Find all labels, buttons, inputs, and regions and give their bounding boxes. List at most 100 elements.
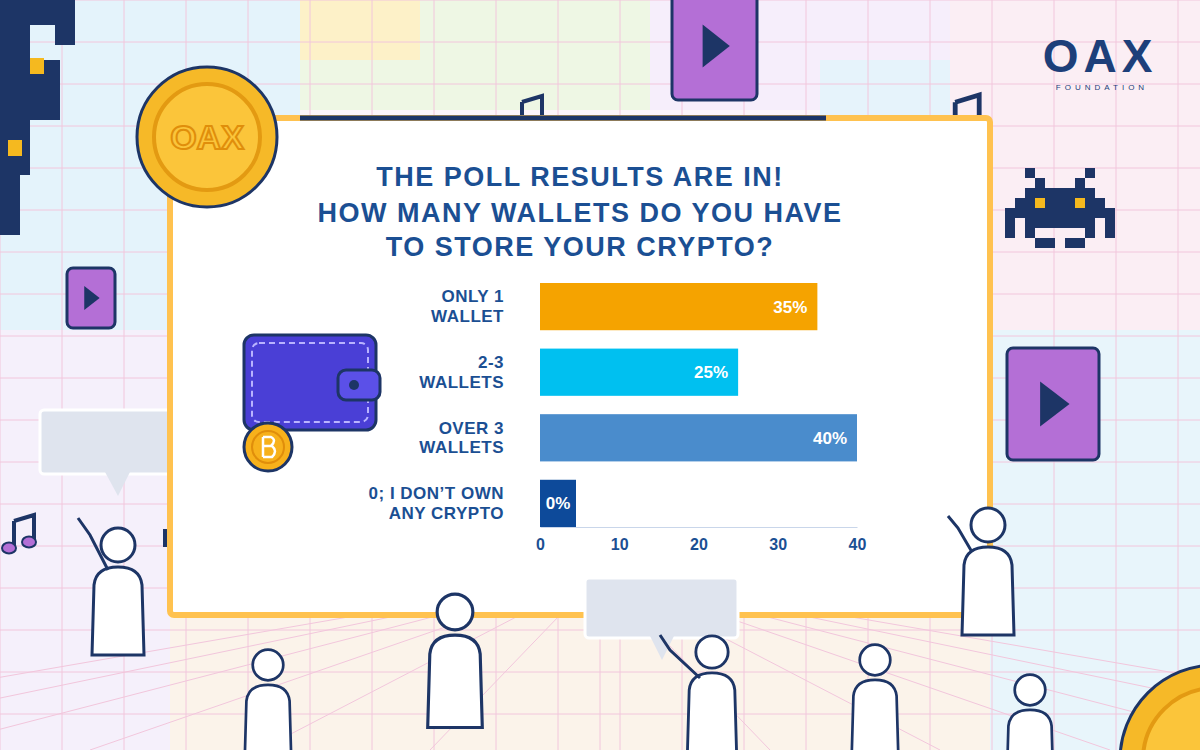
wallet-button (349, 380, 359, 390)
pixel (1055, 218, 1065, 228)
pixel (1085, 218, 1095, 228)
play-button-frame (1007, 348, 1099, 460)
data-label-background (540, 480, 576, 527)
coin-corner (1120, 665, 1200, 750)
background-grid-line (0, 0, 1200, 1)
speech-bubble (585, 578, 738, 638)
pixel (1005, 218, 1015, 228)
pixel (1065, 198, 1075, 208)
pixel (1025, 188, 1035, 198)
brand-logo: OAX (1043, 30, 1158, 82)
pixel (1055, 208, 1065, 218)
pixel (1025, 168, 1035, 178)
coin-inner (154, 84, 260, 190)
wallet-coin (244, 423, 292, 471)
data-label: 25% (694, 363, 728, 382)
pixel (1035, 238, 1045, 248)
person-head (1015, 675, 1046, 706)
coin-label: OAX (170, 118, 244, 156)
pixel (1045, 188, 1055, 198)
pixel (1075, 218, 1085, 228)
value-axis: 010203040 (536, 527, 866, 553)
background-grid-line (62, 0, 63, 750)
person (428, 594, 483, 727)
pixel (1105, 228, 1115, 238)
pixel-block (0, 25, 30, 175)
pixel (1055, 188, 1065, 198)
floor-line (0, 615, 440, 750)
wallet-icon (244, 335, 380, 471)
bars (540, 283, 857, 461)
play-button-triangle (703, 24, 730, 67)
brand-tagline: FOUNDATION (1056, 83, 1148, 92)
play-button (1007, 348, 1099, 460)
person (962, 508, 1014, 635)
play-button-triangle (1040, 382, 1069, 427)
person-body (1007, 710, 1054, 750)
person-body (852, 680, 899, 750)
pixel (1075, 238, 1085, 248)
pixel (1045, 238, 1055, 248)
person-body (92, 567, 144, 655)
pixel-eye (1035, 198, 1045, 208)
pixel (1035, 188, 1045, 198)
person (852, 645, 899, 750)
person-head (437, 594, 473, 630)
category-label-line: 2-3 (478, 353, 504, 372)
pixel-block (0, 175, 20, 235)
pixel (1065, 188, 1075, 198)
panel (170, 118, 990, 660)
value-tick: 40 (849, 527, 867, 553)
pixel (1105, 208, 1115, 218)
background (0, 0, 1200, 750)
person (1007, 675, 1054, 750)
pixel (1055, 198, 1065, 208)
play-button-frame (67, 268, 115, 328)
person-body (962, 547, 1014, 635)
pixel (1015, 198, 1025, 208)
value-tick: 0 (536, 527, 545, 553)
music-note-head (22, 537, 36, 548)
category-tick: 2-3WALLETS (419, 353, 540, 392)
person-body (687, 673, 736, 750)
person (92, 528, 144, 655)
speech-bubble-tail (105, 472, 130, 496)
data-label: 0% (546, 494, 571, 513)
person-arm (948, 516, 972, 552)
panel-top-edge (300, 116, 826, 121)
pixel-window (30, 58, 44, 74)
pixel-castle (0, 0, 75, 235)
background-grid-line (1178, 0, 1179, 750)
background-fill (0, 0, 1200, 750)
person-arm (78, 518, 108, 570)
category-tick: ONLY 1WALLET (431, 287, 540, 326)
category-tick: OVER 3WALLETS (419, 419, 540, 458)
person-head (860, 645, 891, 676)
pixel (1005, 228, 1015, 238)
category-tick: 0; I DON’T OWNANY CRYPTO (369, 484, 540, 523)
coin-outer (137, 67, 277, 207)
wallet-coin-ring (252, 431, 284, 463)
category-label-line: WALLET (431, 307, 504, 326)
pixel (1085, 188, 1095, 198)
person (687, 636, 736, 750)
value-tick-label: 10 (611, 536, 629, 553)
person-head (696, 636, 728, 668)
pixel (1045, 218, 1055, 228)
category-label-line: WALLETS (419, 438, 504, 457)
pixel (1075, 208, 1085, 218)
pixel (1005, 208, 1015, 218)
value-tick-label: 40 (849, 536, 867, 553)
data-labels: 35%25%40%0% (540, 298, 847, 527)
bar (540, 283, 817, 330)
wallet-body (244, 335, 376, 430)
play-button-triangle (84, 286, 99, 310)
person-body (245, 685, 292, 750)
category-label-line: OVER 3 (439, 419, 504, 438)
panel-frame (170, 118, 990, 615)
pixel (1095, 208, 1105, 218)
chart-title: THE POLL RESULTS ARE IN! (376, 162, 784, 192)
floor-line (0, 615, 400, 750)
pixel-invader (1005, 168, 1115, 248)
music-note-head (2, 543, 16, 554)
